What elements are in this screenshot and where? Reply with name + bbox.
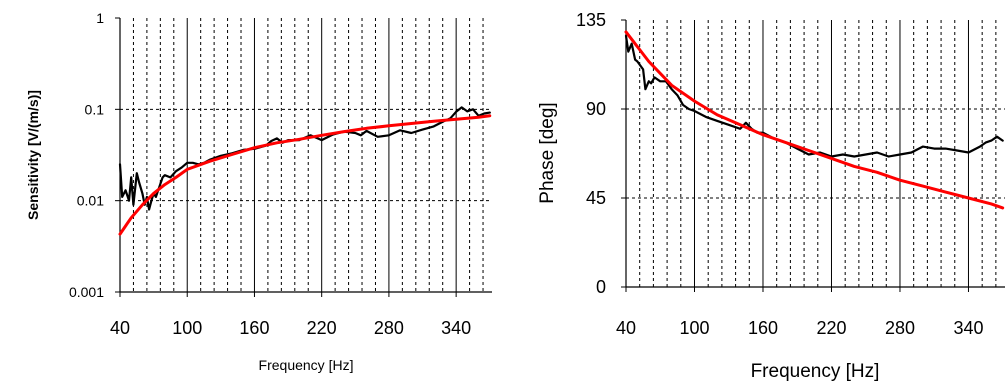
- y-tick-label: 0: [596, 277, 606, 297]
- y-axis-title: Phase [deg]: [537, 102, 558, 203]
- x-tick-label: 100: [172, 318, 202, 338]
- sensitivity-chart: 0.001 0.01 0.1 1 40 100 160 220 280 340 Frequency …: [25, 10, 492, 373]
- y-axis-title: Sensitivity [V/(m/s)]: [25, 90, 41, 220]
- series-fit-line: [624, 30, 1005, 210]
- series-measured-line: [624, 34, 1004, 158]
- series-fit-line: [118, 114, 492, 236]
- y-tick-label: 0.1: [85, 101, 105, 117]
- x-tick-label: 220: [816, 318, 846, 338]
- x-axis-title: Frequency [Hz]: [259, 357, 354, 373]
- y-tick-label: 90: [586, 99, 606, 119]
- y-tick-label: 0.01: [77, 193, 104, 209]
- x-tick-label: 100: [679, 318, 709, 338]
- phase-chart: 0 45 90 135 40 100 160 220 280 340 Frequency [Hz] P…: [537, 10, 1005, 382]
- x-tick-label: 220: [307, 318, 337, 338]
- x-tick-label: 340: [953, 318, 983, 338]
- x-tick-label: 280: [374, 318, 404, 338]
- y-tick-label: 0.001: [69, 284, 104, 300]
- x-tick-label: 280: [885, 318, 915, 338]
- x-tick-label: 40: [616, 318, 636, 338]
- x-tick-label: 340: [441, 318, 471, 338]
- y-tick-label: 135: [576, 10, 606, 30]
- x-tick-label: 160: [748, 318, 778, 338]
- x-axis-title: Frequency [Hz]: [751, 361, 880, 382]
- y-tick-label: 45: [586, 188, 606, 208]
- x-tick-label: 160: [239, 318, 269, 338]
- y-tick-label: 1: [96, 10, 104, 26]
- x-tick-label: 40: [110, 318, 130, 338]
